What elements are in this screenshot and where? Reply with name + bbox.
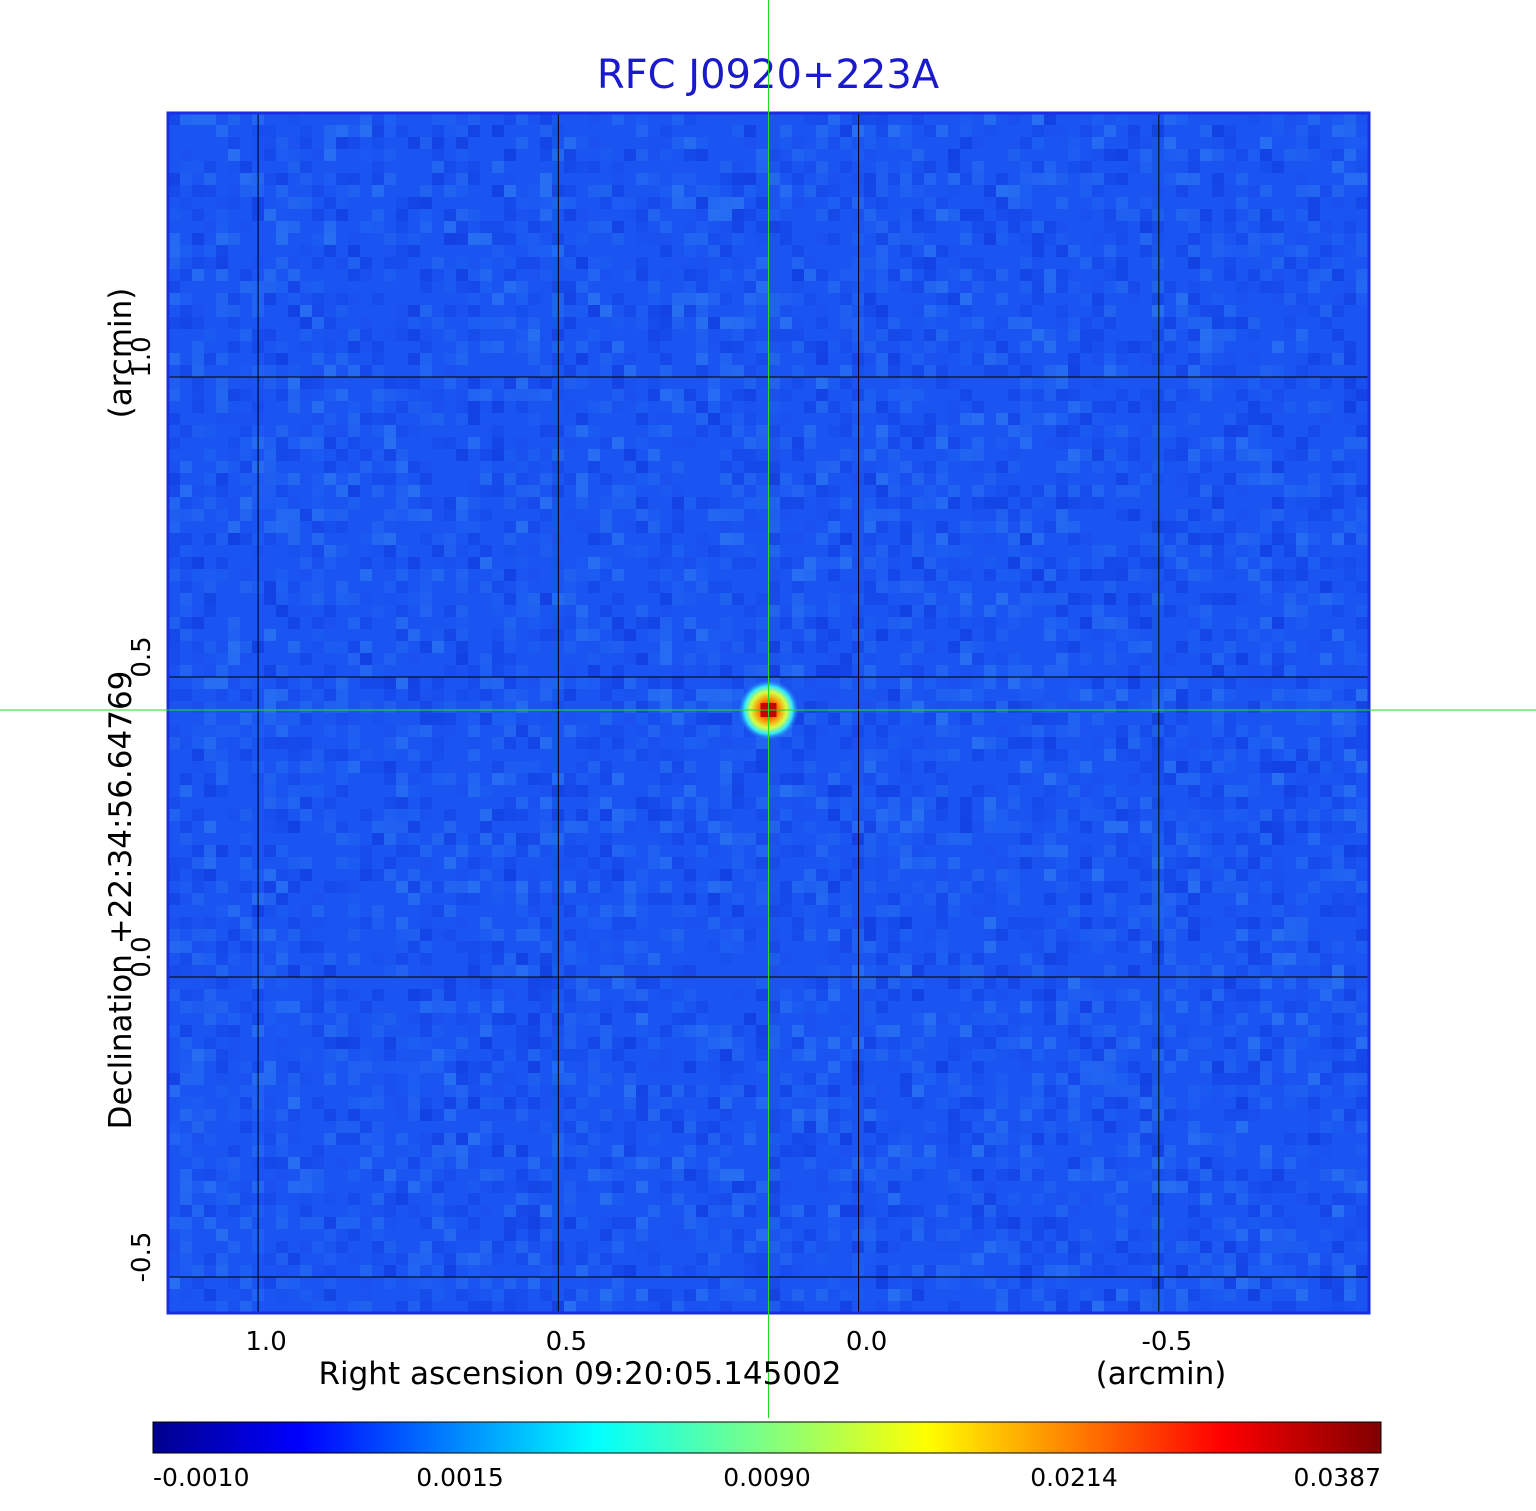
crosshair <box>0 0 1536 1418</box>
x-tick-label: -0.5 <box>1141 1327 1192 1357</box>
x-tick-labels: 1.0 0.5 0.0 -0.5 <box>245 1327 1192 1357</box>
x-tick-label: 1.0 <box>245 1327 286 1357</box>
y-axis-label: Declination +22:34:56.64769 <box>103 671 139 1130</box>
colorbar-tick-label: 0.0214 <box>1030 1463 1117 1492</box>
colorbar-tick-label: 0.0015 <box>416 1463 503 1492</box>
x-axis-unit: (arcmin) <box>1096 1356 1227 1392</box>
colorbar-tick-label: -0.0010 <box>153 1463 250 1492</box>
y-axis-unit: (arcmin) <box>103 288 139 419</box>
x-axis-label: Right ascension 09:20:05.145002 <box>318 1356 841 1392</box>
y-tick-label: 1.0 <box>127 336 157 377</box>
y-tick-label: -0.5 <box>127 1232 157 1283</box>
colorbar-tick-label: 0.0090 <box>723 1463 810 1492</box>
x-tick-label: 0.5 <box>546 1327 587 1357</box>
image-noise <box>168 113 1369 1313</box>
y-tick-label: 0.5 <box>127 636 157 677</box>
x-tick-label: 0.0 <box>846 1327 887 1357</box>
chart-title: RFC J0920+223A <box>596 52 940 98</box>
y-tick-labels: 1.0 0.5 0.0 -0.5 <box>127 336 157 1282</box>
colorbar <box>152 1421 1382 1454</box>
colorbar-tick-labels: -0.0010 0.0015 0.0090 0.0214 0.0387 <box>153 1463 1381 1492</box>
y-tick-label: 0.0 <box>127 936 157 977</box>
colorbar-tick-label: 0.0387 <box>1294 1463 1381 1492</box>
